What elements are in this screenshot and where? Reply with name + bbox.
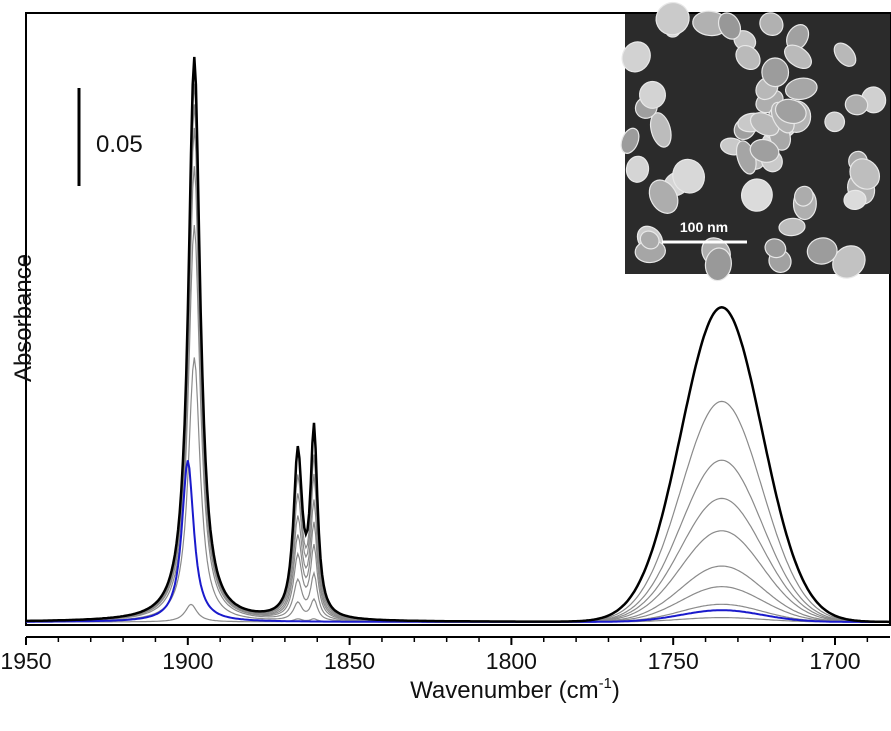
sem-particle (784, 77, 818, 101)
sem-particle (793, 185, 814, 207)
x-axis-ticks: 1950 1900 1850 1800 1750 1700 (0, 637, 869, 674)
x-tick-label-1700: 1700 (809, 648, 860, 674)
sem-scale-label: 100 nm (680, 219, 728, 235)
sem-particle (764, 238, 787, 259)
sem-particle (749, 112, 780, 137)
sem-particle (761, 57, 790, 88)
x-tick-label-1850: 1850 (324, 648, 375, 674)
sem-particle (759, 12, 784, 37)
sem-particle (749, 138, 780, 163)
x-tick-label-1750: 1750 (648, 648, 699, 674)
sem-particle (649, 112, 672, 148)
sem-particle (844, 94, 869, 116)
spectra-series-group (25, 56, 890, 624)
sem-particle (648, 179, 679, 214)
x-tick-label-1950: 1950 (0, 648, 51, 674)
sem-particle (843, 189, 867, 211)
sem-particle (638, 80, 667, 109)
sem-particle (625, 155, 650, 183)
sem-particle (655, 1, 690, 36)
sem-particle (832, 245, 866, 279)
sem-particle (740, 178, 773, 212)
sem-particle (774, 98, 807, 125)
x-axis-title-main: Wavenumber (cm (410, 677, 598, 704)
x-axis-title-superscript: -1 (599, 675, 612, 692)
sem-particles-group (620, 1, 887, 282)
sem-particle (824, 111, 846, 133)
y-axis-title: Absorbance (10, 254, 37, 382)
sem-particle (620, 127, 640, 154)
x-axis-title-suffix: ) (612, 677, 620, 704)
x-tick-label-1800: 1800 (486, 648, 537, 674)
x-axis-title: Wavenumber (cm-1) (410, 675, 620, 704)
sem-particle (704, 247, 732, 282)
sem-particle (735, 44, 761, 71)
sem-particle (806, 237, 838, 265)
sem-particle (717, 12, 742, 40)
sem-particle (672, 158, 705, 194)
x-tick-label-1900: 1900 (162, 648, 213, 674)
sem-inset: 100 nm (620, 1, 890, 282)
sem-particle (784, 44, 812, 70)
spectrum-final-9 (26, 56, 890, 624)
scale-bar-label: 0.05 (96, 131, 143, 158)
sem-particle (621, 41, 651, 73)
sem-particle (639, 230, 660, 250)
sem-particle (778, 217, 806, 237)
sem-particle (833, 42, 857, 67)
sem-particle (849, 158, 881, 190)
